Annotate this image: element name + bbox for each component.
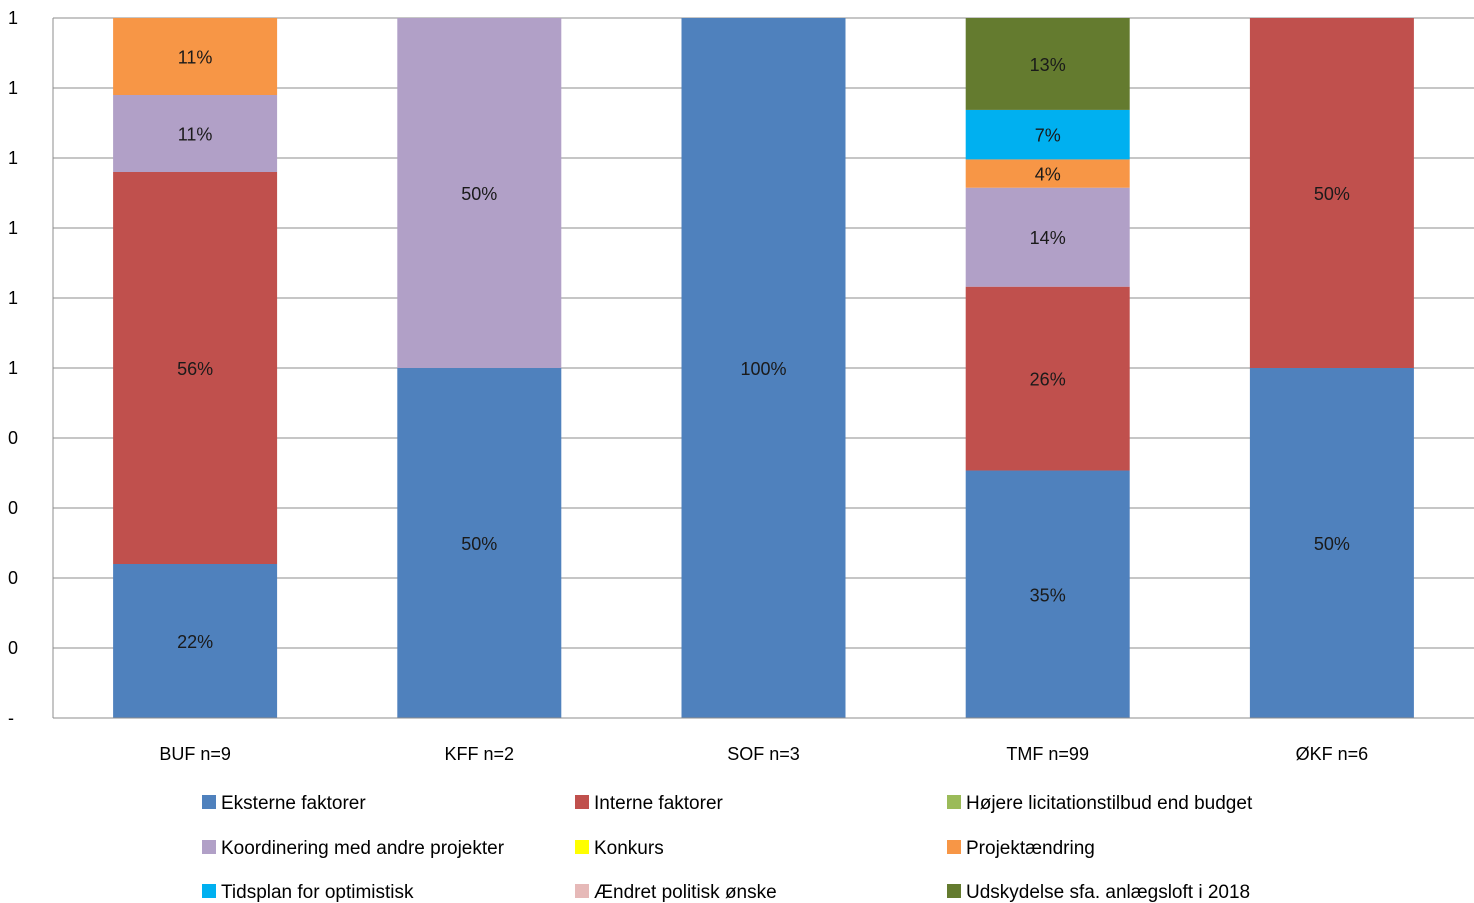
data-label: 11%: [178, 125, 213, 145]
y-tick-label: 0: [8, 498, 18, 518]
data-label: 4%: [1035, 165, 1061, 185]
data-label: 35%: [1030, 585, 1066, 605]
bars: [113, 18, 1414, 718]
data-label: 26%: [1030, 370, 1066, 390]
y-tick-labels: - 0 0 0 0 1 1 1 1 1 1: [8, 8, 18, 728]
legend-label: Interne faktorer: [594, 793, 724, 814]
data-label: 50%: [461, 534, 497, 554]
y-tick-label: 0: [8, 428, 18, 448]
legend-item: Koordinering med andre projekter: [202, 838, 505, 859]
bar-segment: [1249, 18, 1414, 368]
x-category-label: SOF n=3: [727, 744, 800, 764]
bar-segment: [965, 159, 1130, 188]
bar-segment: [1249, 368, 1414, 718]
data-label: 13%: [1030, 55, 1066, 75]
bar-segment: [965, 187, 1130, 287]
legend-item: Eksterne faktorer: [202, 793, 366, 814]
data-label: 50%: [461, 184, 497, 204]
x-category-label: BUF n=9: [159, 744, 231, 764]
legend-item: Interne faktorer: [575, 793, 724, 814]
legend-label: Tidsplan for optimistisk: [221, 882, 414, 903]
bar-segment: [397, 368, 562, 718]
legend-swatch: [575, 884, 589, 898]
legend-label: Højere licitationstilbud end budget: [966, 793, 1253, 814]
y-tick-label: 1: [8, 358, 18, 378]
data-label: 100%: [740, 359, 786, 379]
bar-segment: [113, 18, 278, 95]
data-label: 11%: [178, 48, 213, 68]
legend-swatch: [947, 884, 961, 898]
data-label: 14%: [1030, 228, 1066, 248]
bar-segment: [397, 18, 562, 368]
y-tick-label: 1: [8, 218, 18, 238]
y-tick-label: 0: [8, 568, 18, 588]
x-category-label: TMF n=99: [1006, 744, 1089, 764]
bar-segment: [681, 18, 846, 718]
legend-label: Udskydelse sfa. anlægsloft i 2018: [966, 882, 1250, 903]
legend-item: Udskydelse sfa. anlægsloft i 2018: [947, 882, 1250, 903]
y-tick-label: 1: [8, 8, 18, 28]
legend-label: Koordinering med andre projekter: [221, 838, 505, 859]
axes: [52, 18, 1474, 719]
y-tick-label: -: [8, 708, 14, 728]
legend-item: Tidsplan for optimistisk: [202, 882, 414, 903]
legend-label: Eksterne faktorer: [221, 793, 366, 814]
bar-segment: [113, 95, 278, 172]
legend-swatch: [947, 840, 961, 854]
legend: Eksterne faktorer Interne faktorer Højere …: [202, 793, 1253, 903]
y-tick-label: 1: [8, 78, 18, 98]
legend-swatch: [202, 884, 216, 898]
bar-segment: [965, 470, 1130, 718]
legend-swatch: [575, 840, 589, 854]
bar-segment: [965, 109, 1130, 160]
x-category-label: KFF n=2: [445, 744, 515, 764]
legend-item: Konkurs: [575, 838, 664, 859]
data-label: 56%: [177, 359, 213, 379]
legend-label: Konkurs: [594, 838, 664, 859]
bar-segment: [113, 564, 278, 718]
y-tick-label: 1: [8, 148, 18, 168]
data-label: 50%: [1314, 184, 1350, 204]
data-label: 22%: [177, 632, 213, 652]
legend-swatch: [947, 795, 961, 809]
legend-item: Projektændring: [947, 838, 1095, 859]
data-label: 7%: [1035, 126, 1061, 146]
legend-swatch: [202, 840, 216, 854]
x-category-labels: BUF n=9 KFF n=2 SOF n=3 TMF n=99 ØKF n=6: [159, 744, 1368, 764]
bar-segment: [113, 172, 278, 564]
x-category-label: ØKF n=6: [1296, 744, 1369, 764]
legend-label: Projektændring: [966, 838, 1095, 859]
legend-item: Ændret politisk ønske: [575, 882, 777, 903]
bar-segment: [965, 286, 1130, 471]
y-tick-label: 1: [8, 288, 18, 308]
legend-swatch: [575, 795, 589, 809]
legend-label: Ændret politisk ønske: [594, 882, 777, 903]
bar-segment: [965, 18, 1130, 110]
data-label: 50%: [1314, 534, 1350, 554]
y-tick-label: 0: [8, 638, 18, 658]
legend-swatch: [202, 795, 216, 809]
legend-item: Højere licitationstilbud end budget: [947, 793, 1253, 814]
data-labels: 22% 56% 11% 11% 50% 50% 100% 35% 26% 14% 4% 7% 13% 50…: [177, 48, 1350, 653]
